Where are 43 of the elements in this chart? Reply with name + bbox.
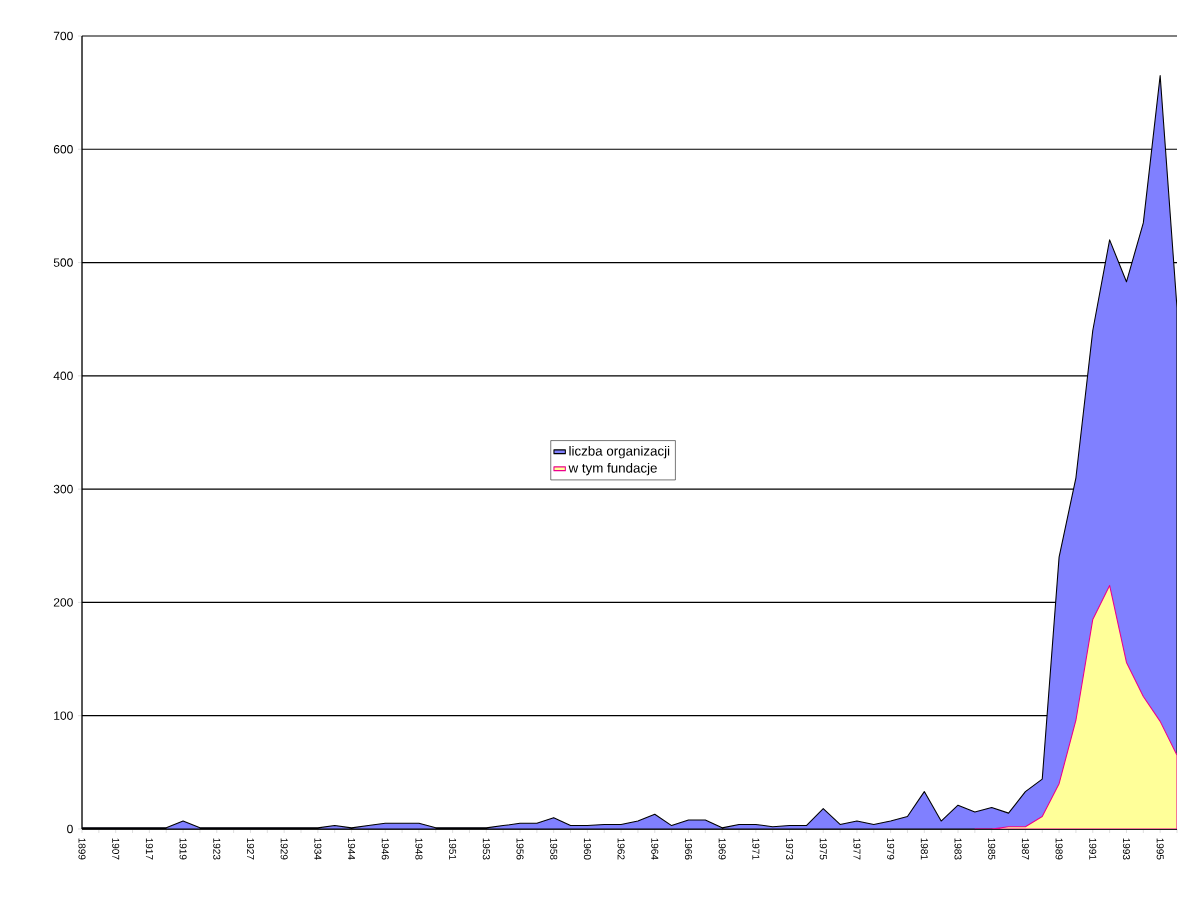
x-tick-label: 1973 [786, 838, 794, 860]
x-tick-label: 1953 [482, 838, 490, 860]
y-tick-label: 500 [53, 258, 73, 267]
x-tick-label: 1987 [1021, 838, 1029, 860]
x-tick-label: 1919 [179, 838, 187, 860]
x-tick-label: 1971 [752, 838, 760, 860]
x-tick-label: 1977 [853, 838, 861, 860]
y-tick-label: 100 [54, 711, 73, 720]
x-tick-label: 1993 [1122, 838, 1131, 860]
x-tick-label: 1958 [550, 838, 558, 860]
x-tick-label: 1995 [1156, 838, 1164, 860]
x-tick-label: 1989 [1055, 838, 1063, 860]
x-tick-label: 1981 [920, 838, 928, 860]
x-tick-label: 1948 [415, 838, 423, 860]
x-tick-label: 1944 [348, 838, 356, 860]
x-tick-label: 1946 [381, 838, 389, 860]
x-tick-label: 1951 [449, 838, 457, 860]
x-tick-label: 1899 [78, 838, 86, 860]
x-tick-label: 1956 [516, 838, 524, 860]
y-tick-label: 600 [53, 145, 73, 154]
x-tick-label: 1975 [819, 838, 827, 860]
x-tick-label: 1969 [718, 838, 726, 860]
legend-label: liczba organizacji [569, 445, 670, 459]
x-tick-label: 1927 [246, 838, 255, 860]
x-tick-label: 1964 [651, 838, 659, 860]
x-tick-label: 1966 [684, 838, 693, 860]
x-tick-label: 1960 [583, 838, 591, 860]
x-tick-label: 1983 [954, 838, 962, 860]
y-tick-label: 700 [53, 31, 73, 41]
y-tick-label: 400 [53, 371, 73, 381]
x-tick-label: 1985 [988, 838, 996, 860]
x-tick-label: 1962 [617, 838, 625, 860]
legend-label: w tym fundacje [568, 462, 657, 476]
x-tick-label: 1917 [145, 838, 153, 860]
y-tick-label: 300 [53, 484, 73, 494]
x-tick-label: 1907 [112, 838, 120, 860]
x-tick-label: 1991 [1089, 838, 1097, 860]
x-tick-label: 1929 [280, 838, 288, 860]
y-tick-label: 200 [53, 598, 73, 607]
y-tick-label: 0 [67, 824, 73, 834]
x-tick-label: 1923 [213, 838, 221, 860]
x-tick-label: 1934 [314, 838, 322, 860]
x-tick-label: 1979 [887, 838, 895, 860]
